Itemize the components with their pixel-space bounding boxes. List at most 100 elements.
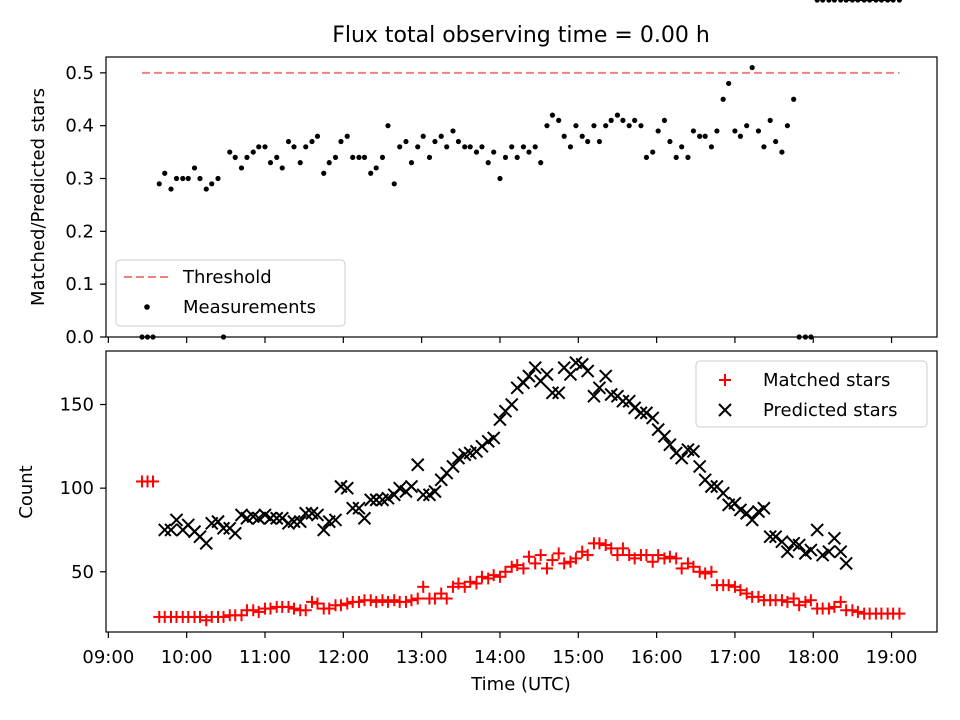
measurement-point xyxy=(784,123,791,129)
measurement-point xyxy=(326,160,332,166)
measurement-point xyxy=(532,144,538,150)
matched-point xyxy=(658,552,671,565)
measurement-point xyxy=(279,165,285,171)
bottom-y-label: Count xyxy=(16,465,37,518)
matched-point xyxy=(611,549,624,562)
matched-point xyxy=(370,595,383,608)
predicted-point xyxy=(416,488,430,502)
predicted-point xyxy=(528,361,542,375)
predicted-point xyxy=(757,501,771,515)
measurement-point xyxy=(303,144,309,150)
x-tick-label: 16:00 xyxy=(631,647,683,668)
matched-point xyxy=(851,605,864,618)
legend-threshold-label: Threshold xyxy=(182,267,272,288)
y-tick-label: 0.4 xyxy=(65,116,94,137)
predicted-point xyxy=(775,534,789,549)
x-tick-label: 18:00 xyxy=(787,647,839,668)
x-tick-label: 10:00 xyxy=(161,647,213,668)
measurement-point xyxy=(338,138,344,145)
predicted-point xyxy=(369,493,383,507)
matched-point xyxy=(217,610,230,623)
matched-point xyxy=(804,594,817,607)
predicted-point xyxy=(216,521,231,536)
matched-point xyxy=(282,600,295,613)
matched-point xyxy=(417,580,430,593)
matched-point xyxy=(640,549,653,562)
y-tick-label: 50 xyxy=(71,562,94,583)
measurement-point xyxy=(297,160,303,166)
matched-point xyxy=(341,597,354,610)
measurement-point xyxy=(538,160,544,166)
x-axis-label: Time (UTC) xyxy=(470,674,571,695)
measurement-point xyxy=(544,123,550,129)
measurement-point xyxy=(814,0,820,3)
bottom-axes: 50 100 150 Count 09:00 10:00 11:00 12:00 13:00… xyxy=(16,0,938,695)
predicted-point xyxy=(404,479,419,494)
predicted-point xyxy=(158,523,172,537)
measurement-point xyxy=(408,160,415,166)
matched-point xyxy=(299,604,312,617)
matched-point xyxy=(452,577,465,590)
predicted-point xyxy=(293,514,307,529)
matched-point xyxy=(405,594,418,607)
measurement-point xyxy=(438,133,444,139)
measurement-point xyxy=(168,186,174,192)
predicted-point xyxy=(551,386,566,400)
measurement-point xyxy=(791,96,797,102)
measurement-point xyxy=(726,80,732,87)
matched-point xyxy=(464,575,477,588)
predicted-point xyxy=(310,508,325,522)
matched-point xyxy=(411,592,424,605)
measurement-point xyxy=(838,0,844,3)
bottom-y-ticks: 50 100 150 xyxy=(60,395,106,583)
matched-point xyxy=(775,594,788,607)
matched-point xyxy=(305,595,318,608)
measurement-point xyxy=(767,117,773,123)
y-tick-label: 150 xyxy=(60,395,94,416)
predicted-point xyxy=(486,431,501,445)
bottom-legend-box xyxy=(695,360,928,428)
matched-point xyxy=(646,555,659,568)
measurement-point xyxy=(491,149,497,155)
predicted-point xyxy=(839,556,853,571)
matched-point xyxy=(652,549,665,562)
measurement-point xyxy=(744,123,750,129)
measurement-point xyxy=(173,175,180,182)
measurement-point xyxy=(479,144,485,150)
measurement-point xyxy=(667,138,673,145)
predicted-point xyxy=(357,511,372,525)
top-legend: Threshold Measurements xyxy=(115,259,346,327)
measurement-point xyxy=(191,165,198,171)
measurement-point xyxy=(749,64,755,71)
legend-measurement-swatch xyxy=(144,304,150,310)
predicted-point xyxy=(446,459,460,474)
measurement-point xyxy=(561,133,567,139)
predicted-point xyxy=(164,523,178,537)
measurement-point xyxy=(285,138,292,145)
matched-point xyxy=(376,594,389,607)
matched-point xyxy=(511,559,524,572)
matched-point xyxy=(334,599,347,612)
y-tick-label: 100 xyxy=(60,478,94,499)
matched-point xyxy=(252,605,265,618)
measurement-point xyxy=(690,128,697,134)
predicted-point xyxy=(704,479,719,494)
measurement-point xyxy=(291,144,297,150)
x-tick-label: 12:00 xyxy=(317,647,369,668)
measurement-point xyxy=(385,123,391,129)
matched-point xyxy=(558,557,571,570)
matched-point xyxy=(499,565,512,578)
measurement-point xyxy=(708,144,715,150)
measurement-point xyxy=(139,334,145,340)
top-legend-box xyxy=(115,259,346,327)
measurement-point xyxy=(220,334,227,340)
measurement-point xyxy=(332,154,339,160)
measurement-point xyxy=(391,181,397,187)
predicted-point xyxy=(810,523,824,537)
predicted-point xyxy=(792,538,806,552)
measurement-point xyxy=(779,149,785,155)
predicted-point xyxy=(270,511,284,525)
matched-point xyxy=(546,554,559,567)
matched-point xyxy=(440,592,453,605)
